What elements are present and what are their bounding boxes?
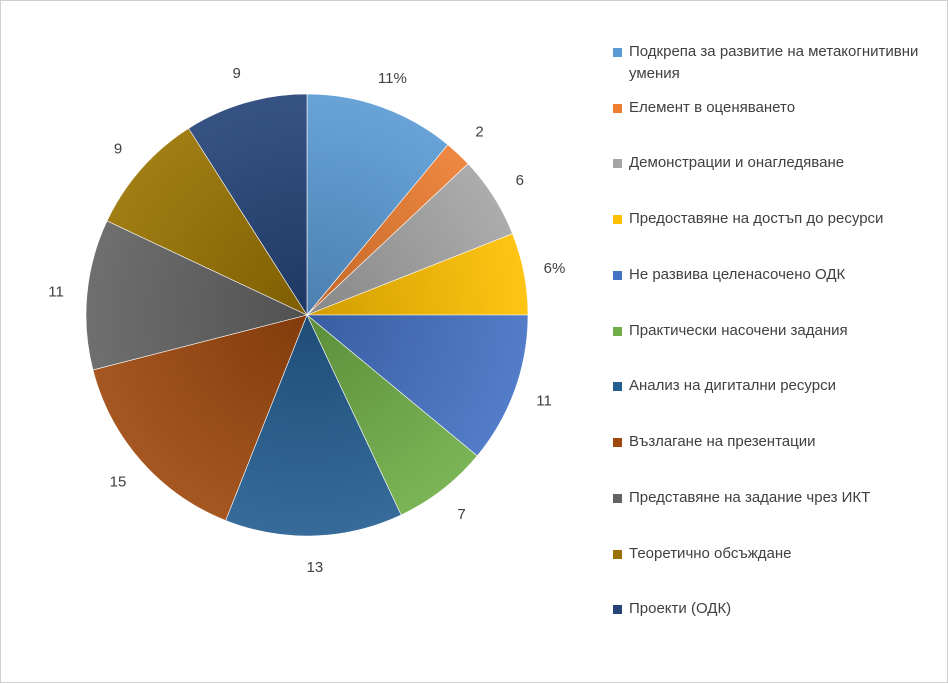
data-label: 2 [475,123,483,140]
legend-swatch [613,327,622,336]
legend-item: Представяне на задание чрез ИКТ [613,487,933,509]
data-label: 11 [48,283,64,300]
legend-label: Демонстрации и онагледяване [629,154,845,171]
legend-item: Анализ на дигитални ресурси [613,375,933,397]
legend-label: Не развива целенасочено ОДК [629,266,846,283]
legend-label: Представяне на задание чрез ИКТ [629,489,871,506]
legend-swatch [613,271,622,280]
data-label: 13 [307,559,324,576]
data-label: 11 [536,392,552,409]
legend-item: Практически насочени задания [613,320,933,342]
legend-item: Елемент в оценяването [613,97,933,119]
legend-label: Теоретично обсъждане [629,545,792,562]
legend-item: Проекти (ОДК) [613,598,933,620]
pie-slice [225,314,402,537]
data-label: 6 [516,172,524,189]
legend-label: Анализ на дигитални ресурси [629,377,836,394]
legend-item: Предоставяне на достъп до ресурси [613,208,933,230]
legend-item: Възлагане на презентации [613,431,933,453]
legend-swatch [613,550,622,559]
legend-label: Практически насочени задания [629,322,848,339]
legend-item: Теоретично обсъждане [613,543,933,565]
legend-label: Проекти (ОДК) [629,600,732,617]
pie-slice [188,93,308,317]
legend-swatch [613,104,622,113]
legend-swatch [613,494,622,503]
pie-slice [92,314,308,521]
legend-swatch [613,215,622,224]
pie-slice [306,93,449,316]
pie-slice [106,127,308,316]
legend-swatch [613,605,622,614]
legend-label: Подкрепа за развитие на метакогнитивни у… [629,43,919,82]
data-label: 11% [378,70,407,87]
data-label: 6% [544,260,566,277]
pie-slice [306,314,529,457]
pie-slice [85,220,308,371]
data-label: 7 [457,506,465,523]
legend-swatch [613,382,622,391]
legend-item: Не развива целенасочено ОДК [613,264,933,286]
data-label: 9 [114,140,122,157]
legend-label: Елемент в оценяването [629,99,796,116]
legend-swatch [613,438,622,447]
legend-item: Демонстрации и онагледяване [613,152,933,174]
legend-swatch [613,159,622,168]
data-label: 15 [110,474,127,491]
data-label: 9 [233,65,241,82]
legend-item: Подкрепа за развитие на метакогнитивни у… [613,41,933,85]
legend-swatch [613,48,622,57]
legend-label: Предоставяне на достъп до ресурси [629,210,884,227]
legend-label: Възлагане на презентации [629,433,816,450]
